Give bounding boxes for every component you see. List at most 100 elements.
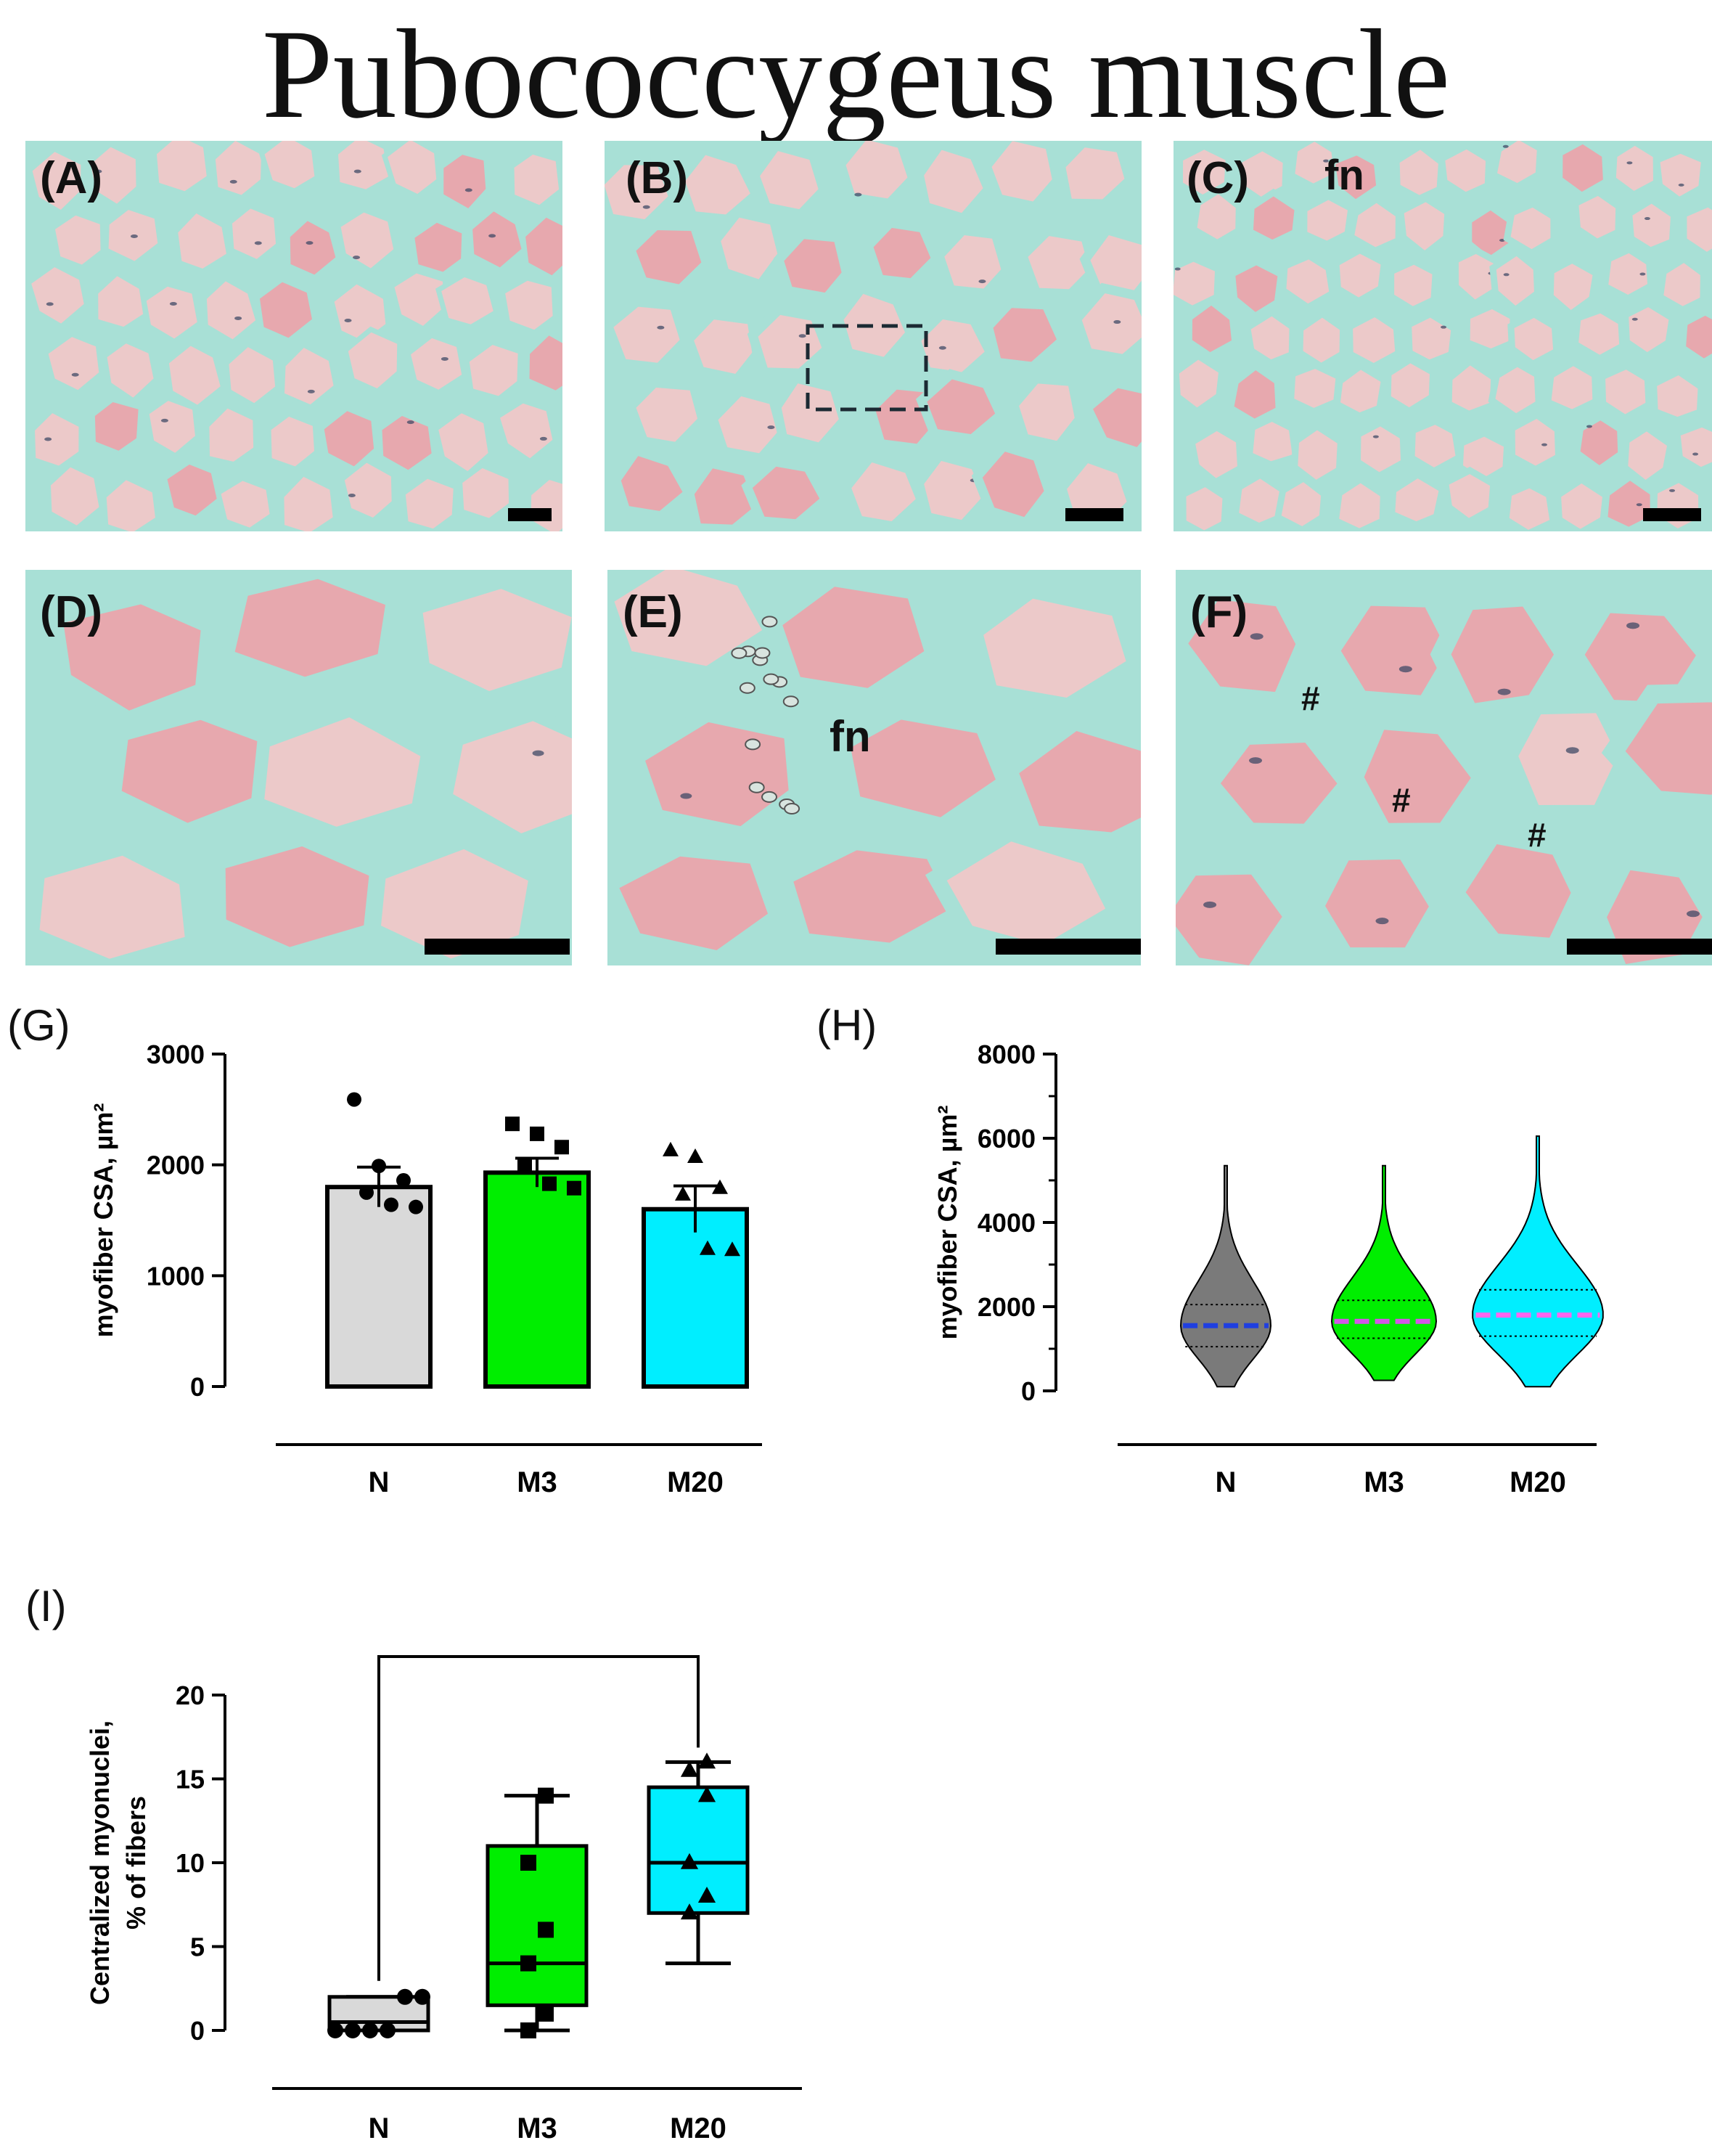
myofiber: [1318, 587, 1469, 715]
myofiber: [250, 703, 435, 841]
myofiber: [464, 339, 523, 402]
myonucleus: [348, 494, 356, 498]
myofiber: [1346, 309, 1402, 371]
box-M3: [486, 1844, 589, 2007]
myofiber: [1674, 420, 1712, 475]
myonucleus: [1631, 317, 1638, 321]
myofiber: [435, 271, 499, 330]
data-point: [409, 1199, 423, 1214]
data-point: [396, 1173, 411, 1188]
myofiber: [1571, 306, 1626, 363]
y-tick-label: 0: [190, 1372, 205, 1402]
myofiber: [101, 338, 160, 404]
scale-bar: [425, 939, 570, 955]
myofiber: [1497, 693, 1639, 825]
myonucleus: [539, 436, 547, 441]
myofiber: [1489, 248, 1541, 314]
myofiber: [85, 141, 142, 211]
myonucleus: [1174, 267, 1181, 271]
myonucleus: [1250, 633, 1263, 640]
myofiber: [1343, 709, 1494, 842]
data-point: [680, 1853, 699, 1869]
data-point: [380, 2022, 396, 2038]
data-point: [359, 1185, 374, 1200]
myofiber: [509, 149, 562, 211]
myonucleus: [71, 372, 79, 377]
myonucleus: [1565, 747, 1579, 754]
data-point: [538, 1787, 554, 1804]
myofiber: [1609, 141, 1660, 199]
myofiber: [467, 205, 528, 274]
data-point: [554, 1140, 569, 1155]
x-tick-label-M20: M20: [667, 1466, 724, 1498]
myonucleus: [464, 188, 472, 192]
myonucleus: [1503, 273, 1510, 277]
chart-label-g: (G): [7, 1001, 70, 1050]
myofiber: [933, 225, 1012, 299]
myofiber: [965, 581, 1141, 715]
chart-label-i: (I): [25, 1582, 67, 1630]
fn-label-e: fn: [830, 712, 871, 761]
myofiber: [607, 570, 784, 683]
violin-N: [1179, 1164, 1272, 1388]
data-point: [697, 1752, 716, 1769]
myonucleus: [1441, 325, 1447, 329]
data-point: [687, 1148, 703, 1163]
myofiber: [204, 402, 259, 467]
myofiber: [983, 298, 1068, 372]
myofiber: [999, 713, 1141, 849]
myofiber: [1196, 723, 1362, 843]
histology-panel-c: [1174, 141, 1712, 531]
bar-M20: [642, 1206, 749, 1389]
myonucleus: [44, 437, 52, 441]
myofiber: [683, 309, 763, 385]
myofiber: [710, 207, 788, 290]
myofiber: [1598, 362, 1652, 422]
data-point: [520, 2022, 536, 2038]
myofiber: [1332, 246, 1388, 306]
fn-label-c: fn: [1324, 152, 1364, 199]
x-tick-label-M3: M3: [1364, 1466, 1404, 1498]
myofiber: [684, 457, 767, 531]
data-point: [397, 1988, 413, 2005]
y-tick-label: 6000: [978, 1124, 1036, 1153]
myonucleus: [767, 425, 775, 430]
myofiber: [1656, 255, 1707, 314]
myofiber: [1621, 299, 1676, 360]
myonucleus: [657, 325, 665, 330]
fascicle-nucleus: [745, 738, 761, 751]
myofiber: [520, 211, 562, 282]
myofiber: [741, 456, 832, 529]
myofiber: [774, 833, 973, 960]
myofiber: [499, 275, 558, 336]
myofiber: [1296, 309, 1347, 371]
myofiber: [1384, 355, 1437, 415]
fascicle-nucleus: [784, 803, 800, 815]
myofiber: [342, 326, 403, 395]
hash-label-2: #: [1392, 781, 1411, 819]
myofiber: [610, 444, 695, 521]
myonucleus: [1586, 425, 1592, 428]
myonucleus: [234, 316, 242, 320]
myofiber: [1333, 362, 1388, 420]
myonucleus: [1639, 272, 1646, 276]
y-tick-label: 2000: [147, 1151, 205, 1180]
panel-label-a: (A): [40, 153, 103, 203]
myofiber: [605, 297, 691, 373]
myonucleus: [254, 241, 262, 245]
data-point: [505, 1116, 520, 1132]
myonucleus: [353, 256, 361, 260]
myonucleus: [642, 205, 650, 209]
data-point: [675, 1185, 691, 1201]
myofiber: [1008, 373, 1085, 452]
data-point: [712, 1179, 728, 1194]
myofiber: [101, 474, 161, 531]
myofiber: [914, 141, 994, 224]
data-point: [680, 1760, 699, 1777]
y-tick-label: 8000: [978, 1040, 1036, 1069]
scale-bar: [1567, 939, 1712, 955]
myofiber: [1081, 377, 1142, 458]
myofiber: [1274, 474, 1328, 531]
myofiber: [1228, 258, 1285, 320]
myofiber: [161, 459, 223, 522]
